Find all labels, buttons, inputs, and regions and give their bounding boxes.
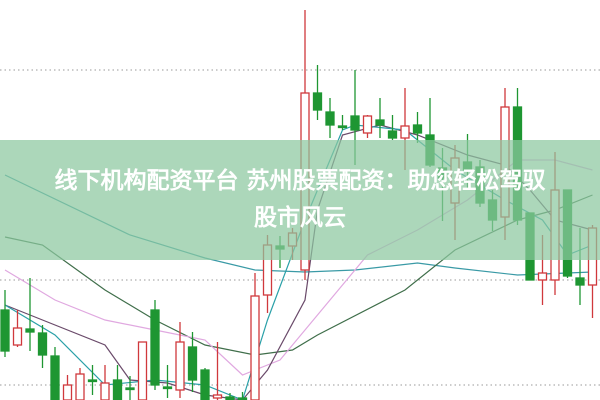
candle-up — [362, 115, 373, 134]
candle-down — [325, 111, 335, 126]
candle-down — [150, 309, 160, 386]
candle-up — [537, 272, 548, 281]
title-line-1: 线下机构配资平台 苏州股票配资：助您轻松驾驭 — [54, 168, 546, 194]
candle-up — [137, 341, 148, 400]
candle-down — [187, 346, 198, 381]
candle-up — [400, 125, 410, 139]
candle-up — [75, 373, 85, 400]
candle-down — [25, 328, 35, 333]
candle-down — [350, 115, 360, 131]
candle-up — [62, 384, 73, 400]
candle-down — [125, 387, 135, 391]
candle-down — [50, 355, 60, 400]
candle-up — [250, 295, 260, 400]
candle-down — [575, 277, 585, 286]
candle-up — [212, 394, 223, 399]
title-line-2: 股市风云 — [254, 205, 346, 231]
candle-down — [412, 124, 423, 134]
candle-down — [112, 379, 123, 400]
candle-down — [162, 386, 173, 390]
candle-up — [12, 327, 23, 346]
candle-down — [225, 396, 235, 400]
candle-down — [387, 130, 398, 139]
candle-down — [237, 397, 248, 400]
candle-down — [87, 379, 98, 383]
candle-down — [37, 332, 48, 356]
candle-down — [337, 125, 348, 129]
candle-up — [100, 382, 110, 400]
candle-up — [175, 341, 185, 391]
candle-down — [312, 92, 323, 111]
candle-down — [375, 119, 385, 126]
candle-down — [0, 309, 10, 352]
title-banner: 线下机构配资平台 苏州股票配资：助您轻松驾驭 股市风云 — [0, 140, 600, 260]
candle-down — [200, 369, 210, 400]
